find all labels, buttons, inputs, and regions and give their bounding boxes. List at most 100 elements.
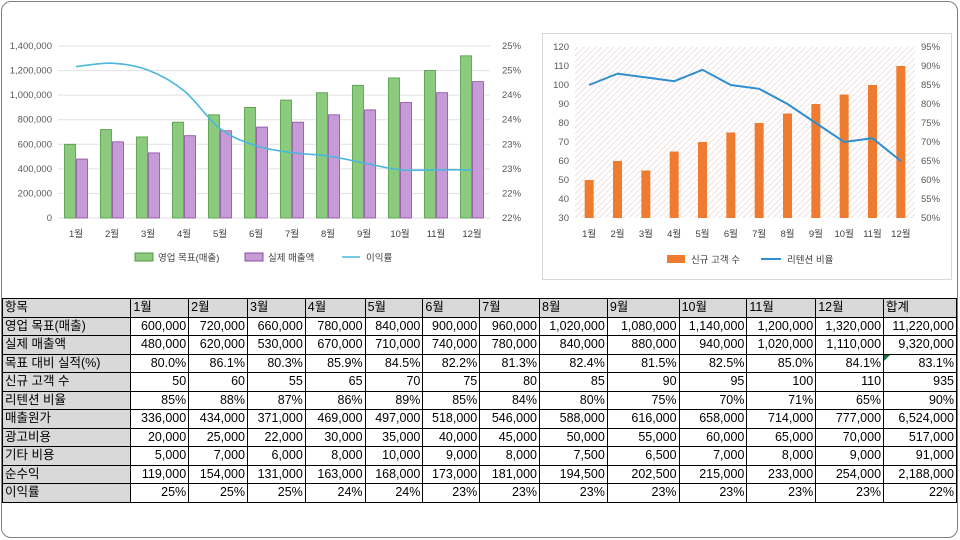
table-cell[interactable]: 530,000 [246, 335, 306, 355]
table-cell[interactable]: 91,000 [883, 446, 957, 466]
table-cell[interactable]: 8,000 [746, 446, 817, 466]
table-cell[interactable]: 80% [539, 390, 608, 410]
table-cell[interactable]: 7,000 [188, 446, 248, 466]
table-cell[interactable]: 780,000 [304, 316, 366, 336]
column-header-cell[interactable]: 합계 [883, 298, 957, 318]
table-cell[interactable]: 45,000 [479, 427, 540, 447]
table-cell[interactable]: 658,000 [678, 409, 748, 429]
row-label-cell[interactable]: 이익률 [2, 483, 132, 503]
row-label-cell[interactable]: 영업 목표(매출) [2, 316, 132, 336]
column-header-cell[interactable]: 11월 [746, 298, 817, 318]
table-cell[interactable]: 1,200,000 [746, 316, 817, 336]
table-cell[interactable]: 83.1% [883, 353, 957, 373]
table-cell[interactable]: 88% [188, 390, 248, 410]
table-cell[interactable]: 90% [883, 390, 957, 410]
table-cell[interactable]: 9,320,000 [883, 335, 957, 355]
table-cell[interactable]: 70 [364, 372, 424, 392]
table-cell[interactable]: 86% [304, 390, 366, 410]
row-label-cell[interactable]: 리텐션 비율 [2, 390, 132, 410]
table-cell[interactable]: 900,000 [422, 316, 481, 336]
table-cell[interactable]: 81.3% [479, 353, 540, 373]
table-cell[interactable]: 518,000 [422, 409, 481, 429]
table-cell[interactable]: 86.1% [188, 353, 248, 373]
column-header-cell[interactable]: 8월 [539, 298, 608, 318]
table-cell[interactable]: 84.1% [815, 353, 885, 373]
row-label-cell[interactable]: 기타 비용 [2, 446, 132, 466]
table-cell[interactable]: 85% [422, 390, 481, 410]
table-cell[interactable]: 840,000 [364, 316, 424, 336]
table-cell[interactable]: 20,000 [130, 427, 190, 447]
table-cell[interactable]: 84% [479, 390, 540, 410]
table-cell[interactable]: 710,000 [364, 335, 424, 355]
table-cell[interactable]: 35,000 [364, 427, 424, 447]
table-cell[interactable]: 168,000 [364, 464, 424, 484]
table-cell[interactable]: 154,000 [188, 464, 248, 484]
table-cell[interactable]: 80.0% [130, 353, 190, 373]
table-cell[interactable]: 777,000 [815, 409, 885, 429]
table-cell[interactable]: 6,500 [606, 446, 680, 466]
table-cell[interactable]: 75 [422, 372, 481, 392]
row-label-cell[interactable]: 매출원가 [2, 409, 132, 429]
table-cell[interactable]: 85 [539, 372, 608, 392]
table-cell[interactable]: 82.4% [539, 353, 608, 373]
column-header-cell[interactable]: 5월 [364, 298, 424, 318]
table-cell[interactable]: 80 [479, 372, 540, 392]
table-cell[interactable]: 181,000 [479, 464, 540, 484]
column-header-cell[interactable]: 항목 [2, 298, 132, 318]
table-cell[interactable]: 670,000 [304, 335, 366, 355]
table-cell[interactable]: 480,000 [130, 335, 190, 355]
column-header-cell[interactable]: 6월 [422, 298, 481, 318]
table-cell[interactable]: 30,000 [304, 427, 366, 447]
column-header-cell[interactable]: 12월 [815, 298, 885, 318]
table-cell[interactable]: 95 [678, 372, 748, 392]
table-cell[interactable]: 163,000 [304, 464, 366, 484]
table-cell[interactable]: 434,000 [188, 409, 248, 429]
table-cell[interactable]: 1,110,000 [815, 335, 885, 355]
table-cell[interactable]: 55,000 [606, 427, 680, 447]
table-cell[interactable]: 7,000 [678, 446, 748, 466]
table-cell[interactable]: 935 [883, 372, 957, 392]
table-cell[interactable]: 6,000 [246, 446, 306, 466]
table-cell[interactable]: 23% [606, 483, 680, 503]
table-cell[interactable]: 740,000 [422, 335, 481, 355]
table-cell[interactable]: 600,000 [130, 316, 190, 336]
table-cell[interactable]: 23% [678, 483, 748, 503]
table-cell[interactable]: 9,000 [815, 446, 885, 466]
table-cell[interactable]: 60,000 [678, 427, 748, 447]
table-cell[interactable]: 90 [606, 372, 680, 392]
table-cell[interactable]: 50 [130, 372, 190, 392]
table-cell[interactable]: 89% [364, 390, 424, 410]
table-cell[interactable]: 24% [364, 483, 424, 503]
column-header-cell[interactable]: 2월 [188, 298, 248, 318]
table-cell[interactable]: 1,140,000 [678, 316, 748, 336]
row-label-cell[interactable]: 실제 매출액 [2, 335, 132, 355]
table-cell[interactable]: 960,000 [479, 316, 540, 336]
table-cell[interactable]: 588,000 [539, 409, 608, 429]
table-cell[interactable]: 23% [479, 483, 540, 503]
table-cell[interactable]: 6,524,000 [883, 409, 957, 429]
table-cell[interactable]: 80.3% [246, 353, 306, 373]
column-header-cell[interactable]: 4월 [304, 298, 366, 318]
table-cell[interactable]: 70,000 [815, 427, 885, 447]
table-cell[interactable]: 517,000 [883, 427, 957, 447]
column-header-cell[interactable]: 1월 [130, 298, 190, 318]
table-cell[interactable]: 50,000 [539, 427, 608, 447]
table-cell[interactable]: 1,020,000 [539, 316, 608, 336]
table-cell[interactable]: 9,000 [422, 446, 481, 466]
table-cell[interactable]: 119,000 [130, 464, 190, 484]
table-cell[interactable]: 82.2% [422, 353, 481, 373]
table-cell[interactable]: 880,000 [606, 335, 680, 355]
table-cell[interactable]: 65,000 [746, 427, 817, 447]
table-cell[interactable]: 23% [746, 483, 817, 503]
table-cell[interactable]: 1,020,000 [746, 335, 817, 355]
table-cell[interactable]: 84.5% [364, 353, 424, 373]
table-cell[interactable]: 81.5% [606, 353, 680, 373]
table-cell[interactable]: 469,000 [304, 409, 366, 429]
table-cell[interactable]: 23% [422, 483, 481, 503]
table-cell[interactable]: 71% [746, 390, 817, 410]
table-cell[interactable]: 940,000 [678, 335, 748, 355]
table-cell[interactable]: 336,000 [130, 409, 190, 429]
table-cell[interactable]: 65 [304, 372, 366, 392]
table-cell[interactable]: 22% [883, 483, 957, 503]
column-header-cell[interactable]: 7월 [479, 298, 540, 318]
